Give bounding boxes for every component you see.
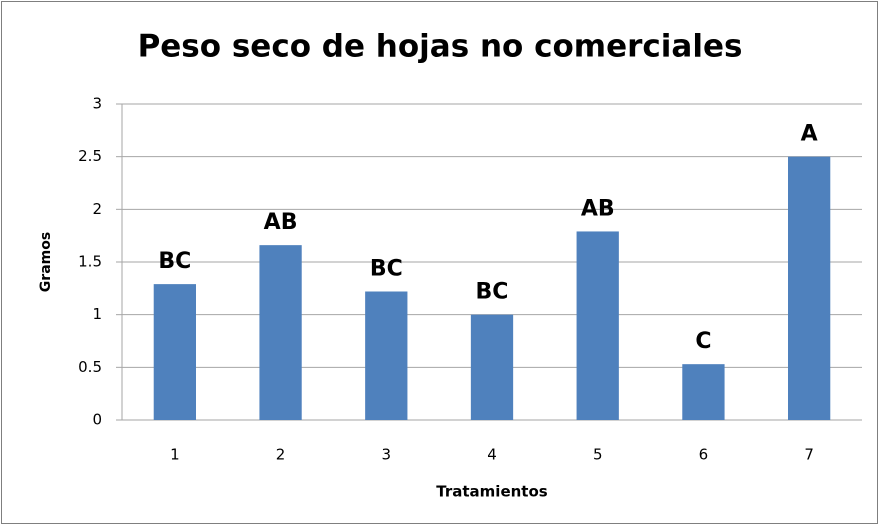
bar-annotation: BC: [370, 256, 403, 281]
y-tick-label: 0.5: [78, 358, 102, 376]
y-tick-label: 2.5: [78, 147, 102, 165]
x-tick-label: 4: [487, 446, 497, 464]
y-tick-label: 3: [92, 95, 102, 113]
bar: [259, 245, 302, 420]
y-axis-label: Gramos: [38, 232, 54, 292]
y-tick-label: 1.5: [78, 253, 102, 271]
bar-annotation: AB: [581, 196, 615, 221]
y-tick-label: 1: [92, 305, 102, 323]
y-tick-label: 0: [92, 411, 102, 429]
bar: [682, 364, 725, 420]
x-tick-label: 3: [382, 446, 392, 464]
x-tick-label: 6: [699, 446, 709, 464]
x-tick-label: 1: [170, 446, 180, 464]
bar-annotation: BC: [158, 249, 191, 274]
x-tick-label: 2: [276, 446, 286, 464]
bar: [153, 284, 196, 420]
x-tick-label: 5: [593, 446, 603, 464]
bar-annotation: BC: [476, 280, 509, 305]
x-axis-label: Tratamientos: [436, 483, 547, 501]
x-tick-label: 7: [804, 446, 814, 464]
bar: [365, 291, 408, 420]
bar-annotation: AB: [264, 210, 298, 235]
y-tick-label: 2: [92, 200, 102, 218]
chart-title: Peso seco de hojas no comerciales: [138, 29, 743, 65]
bar-annotation: A: [801, 122, 818, 147]
bar: [470, 314, 514, 420]
bar: [576, 231, 619, 420]
bar: [788, 156, 831, 420]
bar-annotation: C: [695, 329, 711, 354]
